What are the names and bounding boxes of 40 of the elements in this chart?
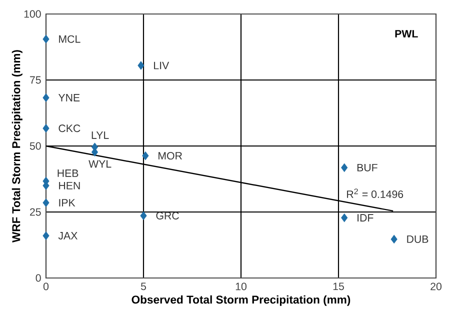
annotation: HEB [58,170,78,177]
point [42,232,50,240]
annotation: DUB [407,235,428,243]
point [341,214,348,222]
point [42,198,50,208]
annotation: R$^{2}$ = 0.1496 [347,188,404,198]
x-tick-label: 20 [430,282,442,290]
annotation: IDF [358,214,374,222]
annotation: CKC [58,124,80,132]
point [140,211,147,220]
annotation: WYL [88,160,112,168]
annotation: HEN [59,182,80,190]
y-tick-label: 75 [30,76,41,84]
point [42,34,50,44]
annotation: JAX [58,232,78,240]
annotation: BUF [357,164,378,172]
x-axis-title: Observed Total Storm Precipitation (mm) [132,295,350,306]
annotation: PWL [395,30,418,38]
y-tick-label: 100 [24,10,41,18]
annotation: YNE [58,94,80,102]
y-tick-label: 25 [30,208,41,216]
annotation: MOR [158,152,182,160]
annotation: GRC [156,212,179,220]
annotation: LIV [154,62,170,70]
annotation: IPK [59,199,76,206]
y-tick-label: 0 [36,274,41,282]
point [390,234,398,244]
x-tick-label: 0 [43,282,49,290]
x-tick-label: 15 [333,282,344,290]
point [341,163,348,172]
annotation: LYL [92,132,109,139]
point [42,124,50,133]
point [138,61,144,70]
point [42,93,50,102]
y-tick-label: 50 [30,142,41,150]
annotation: MCL [59,35,80,43]
point [142,152,149,160]
y-axis-title: WRF Total Storm Precipitation (mm) [12,50,22,242]
x-tick-label: 5 [140,282,146,290]
x-tick-label: 10 [236,282,246,290]
